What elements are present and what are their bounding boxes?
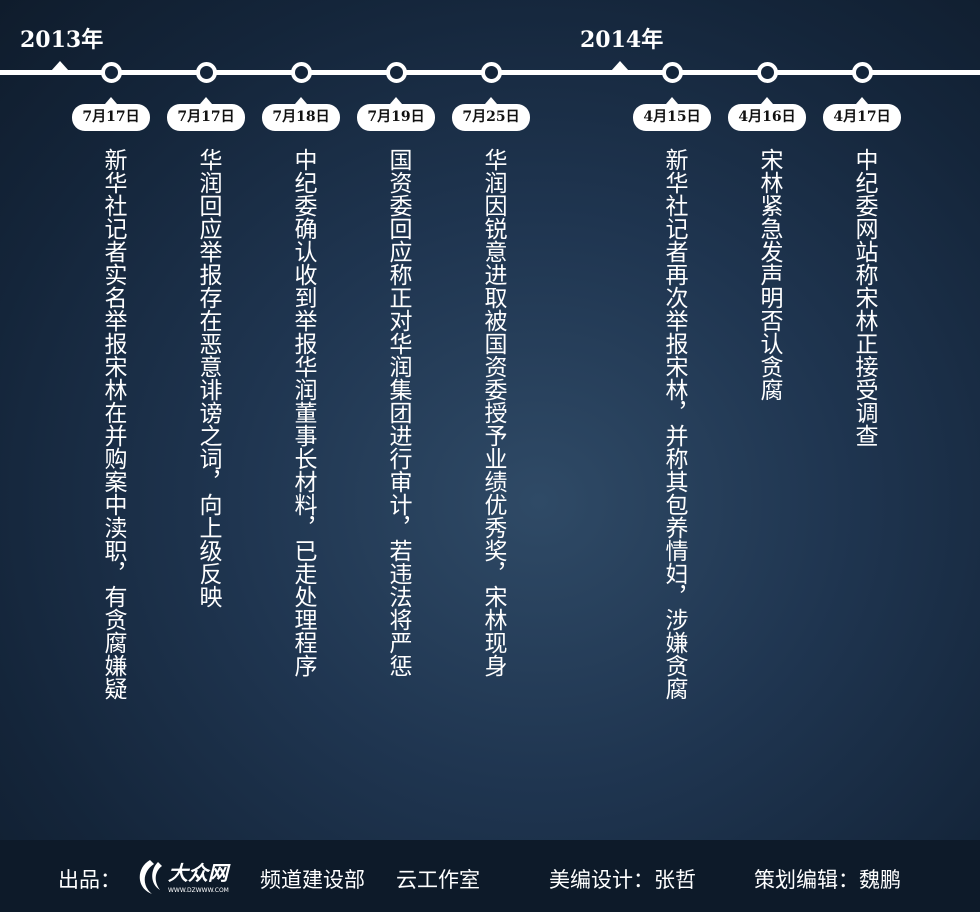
date-badge: 7月17日 xyxy=(72,97,150,131)
year-label-2013: 2013年 xyxy=(20,27,104,53)
svg-text:WWW.DZWWW.COM: WWW.DZWWW.COM xyxy=(168,887,229,894)
studio-credit: 云工作室 xyxy=(396,868,480,892)
design-credit: 美编设计：张哲 xyxy=(549,868,696,892)
event-text: 华润回应举报存在恶意诽谤之词，向上级反映 xyxy=(195,148,221,608)
dept-credit: 频道建设部 xyxy=(260,868,365,892)
event-text: 中纪委网站称宋林正接受调查 xyxy=(851,148,877,447)
year-marker-2014 xyxy=(611,61,629,71)
timeline-node xyxy=(290,62,312,83)
date-badge: 4月15日 xyxy=(633,97,711,131)
footer: 出品： 大众网 WWW.DZWWW.COM 频道建设部 云工作室 美编设计：张哲… xyxy=(0,840,980,912)
event-text: 宋林紧急发声明否认贪腐 xyxy=(756,148,782,401)
year-label-2014: 2014年 xyxy=(580,27,664,53)
event-text: 新华社记者实名举报宋林在并购案中渎职，有贪腐嫌疑 xyxy=(100,148,126,700)
event-text: 国资委回应称正对华润集团进行审计，若违法将严惩 xyxy=(385,148,411,677)
event-text: 华润因锐意进取被国资委授予业绩优秀奖，宋林现身 xyxy=(480,148,506,677)
date-badge: 4月16日 xyxy=(728,97,806,131)
editor-credit: 策划编辑：魏鹏 xyxy=(754,868,901,892)
timeline-node xyxy=(480,62,502,83)
svg-text:大众网: 大众网 xyxy=(168,861,231,885)
timeline-node xyxy=(100,62,122,83)
timeline-node xyxy=(851,62,873,83)
event-text: 新华社记者再次举报宋林，并称其包养情妇，涉嫌贪腐 xyxy=(661,148,687,700)
year-marker-2013 xyxy=(51,61,69,71)
date-badge: 7月18日 xyxy=(262,97,340,131)
date-badge: 7月25日 xyxy=(452,97,530,131)
dzwww-logo: 大众网 WWW.DZWWW.COM xyxy=(139,860,231,894)
timeline-node xyxy=(756,62,778,83)
timeline-node xyxy=(385,62,407,83)
producer-label: 出品： xyxy=(58,868,121,892)
timeline-node xyxy=(661,62,683,83)
date-badge: 7月17日 xyxy=(167,97,245,131)
event-text: 中纪委确认收到举报华润董事长材料，已走处理程序 xyxy=(290,148,316,677)
date-badge: 4月17日 xyxy=(823,97,901,131)
date-badge: 7月19日 xyxy=(357,97,435,131)
timeline-node xyxy=(195,62,217,83)
